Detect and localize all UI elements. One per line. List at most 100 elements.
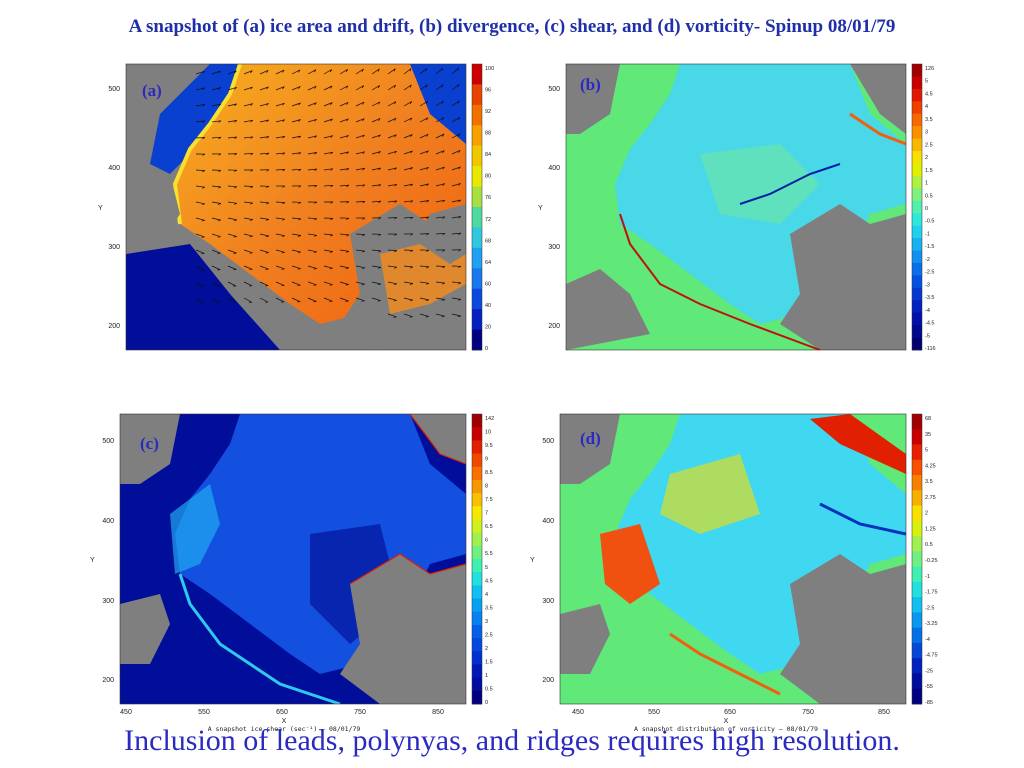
y-axis-label: Y — [538, 205, 543, 212]
drift-arrow-head — [281, 235, 285, 237]
drift-arrow — [243, 233, 253, 237]
drift-arrow-head — [218, 153, 222, 156]
drift-arrow — [243, 103, 253, 107]
drift-arrow — [419, 216, 429, 219]
drift-arrow — [387, 167, 397, 171]
colorbar-tick-label: 3.5 — [485, 605, 493, 611]
drift-arrow — [339, 297, 349, 302]
y-tick-label: 200 — [108, 323, 120, 330]
drift-arrow — [451, 166, 461, 171]
drift-arrow-head — [457, 299, 462, 301]
x-tick-label: 650 — [276, 709, 288, 716]
drift-arrow — [291, 86, 301, 91]
drift-arrow — [291, 152, 301, 155]
map-area-c — [120, 414, 466, 704]
y-axis: 500 400 300 200 Y — [90, 438, 114, 684]
drift-arrow — [227, 201, 237, 204]
drift-arrow — [275, 249, 285, 253]
drift-arrow-head — [361, 283, 365, 286]
drift-arrow — [259, 103, 269, 107]
panel-c: (c) 500 400 300 200 Y 450 550 650 750 85… — [80, 404, 510, 720]
drift-arrow-head — [282, 185, 286, 188]
drift-arrow-head — [458, 282, 462, 285]
drift-arrow — [355, 68, 364, 75]
drift-arrow — [387, 265, 397, 268]
drift-arrow — [291, 69, 301, 75]
drift-arrow — [387, 101, 397, 107]
drift-arrow — [195, 201, 205, 205]
drift-arrow — [291, 102, 301, 107]
drift-arrow-head — [426, 233, 430, 236]
x-tick-label: 550 — [648, 709, 660, 716]
drift-arrow — [355, 101, 365, 107]
drift-arrow — [435, 117, 444, 123]
drift-arrow — [259, 265, 269, 270]
drift-arrow — [355, 281, 365, 285]
drift-arrow — [307, 85, 317, 91]
colorbar-tick-label: 80 — [485, 174, 491, 180]
colorbar-tick-label: 2 — [925, 155, 928, 161]
drift-arrow-head — [314, 135, 317, 139]
colorbar-segment — [472, 309, 482, 330]
drift-arrow — [339, 233, 350, 236]
colorbar-tick-label: 4.5 — [925, 91, 933, 97]
drift-arrow — [195, 185, 205, 188]
drift-arrow — [371, 85, 380, 91]
drift-arrow — [403, 101, 412, 107]
drift-arrow-head — [329, 69, 333, 73]
drift-arrow-head — [233, 252, 237, 254]
drift-arrow-head — [361, 267, 365, 269]
colorbar-tick-label: 4.25 — [925, 463, 936, 469]
drift-arrow-head — [233, 202, 238, 205]
drift-arrow-head — [314, 69, 317, 73]
drift-arrow-head — [442, 266, 446, 269]
colorbar-tick-label: -2 — [925, 257, 930, 263]
drift-arrow — [339, 135, 349, 139]
drift-arrow-head — [329, 267, 333, 270]
drift-arrow — [387, 183, 397, 187]
drift-arrow-head — [362, 167, 366, 171]
drift-arrow — [339, 101, 349, 107]
drift-arrow-head — [217, 203, 222, 205]
colorbar: 126 5 4.5 4 3.5 3 2.5 2 1.5 1 0.5 0 -0.5 -1 -1.5 -2 -2.5… — [911, 63, 936, 352]
colorbar-segment — [912, 673, 922, 690]
panel-b-svg: (b) 500 400 300 200 Y 126 5 4.5 4 3.5 3 2.5 2 1.… — [538, 63, 936, 352]
drift-arrow-head — [202, 120, 206, 123]
colorbar-segment — [472, 166, 482, 187]
colorbar-tick-label: 7 — [485, 511, 488, 517]
y-tick-label: 300 — [108, 244, 120, 251]
drift-arrow-head — [362, 118, 365, 122]
colorbar-tick-label: 5 — [485, 565, 488, 571]
colorbar-tick-label: -0.25 — [925, 558, 938, 564]
colorbar-segment — [912, 287, 922, 301]
drift-arrow-head — [442, 133, 445, 137]
colorbar-tick-label: 84 — [485, 152, 491, 158]
drift-arrow-head — [250, 136, 254, 139]
x-tick-label: 450 — [572, 709, 584, 716]
colorbar-tick-label: 3.5 — [925, 479, 933, 485]
drift-arrow — [403, 68, 412, 75]
colorbar-tick-label: 10 — [485, 430, 491, 436]
drift-arrow — [339, 249, 349, 252]
drift-arrow — [227, 233, 237, 237]
drift-arrow-head — [346, 102, 349, 105]
colorbar-tick-label: 100 — [485, 66, 494, 72]
drift-arrow-head — [362, 217, 366, 220]
drift-arrow — [371, 281, 381, 285]
drift-arrow-head — [314, 102, 317, 106]
drift-arrow — [451, 133, 461, 139]
drift-arrow — [371, 184, 381, 187]
colorbar-tick-label: 76 — [485, 195, 491, 201]
colorbar-segment — [472, 414, 482, 428]
drift-arrow — [211, 103, 221, 107]
drift-arrow-head — [250, 119, 254, 123]
drift-arrow-head — [330, 135, 333, 138]
colorbar-tick-label: 2 — [485, 646, 488, 652]
panel-c-svg: (c) 500 400 300 200 Y 450 550 650 750 85… — [90, 413, 494, 716]
drift-arrow-head — [362, 101, 365, 105]
colorbar-segment — [912, 505, 922, 522]
coastal-ice — [380, 244, 466, 314]
drift-arrow — [259, 217, 269, 220]
colorbar-segment — [912, 459, 922, 476]
drift-arrow-head — [234, 136, 238, 139]
